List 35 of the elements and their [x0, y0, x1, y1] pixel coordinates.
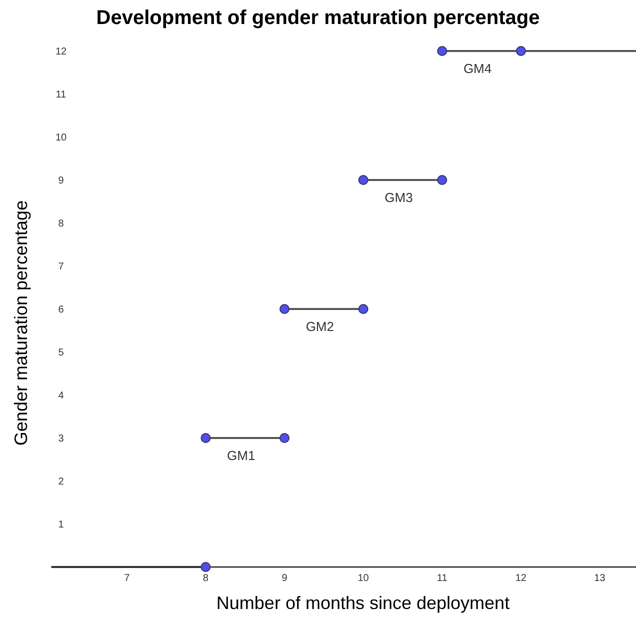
x-axis-title: Number of months since deployment: [216, 593, 510, 613]
point: [279, 433, 290, 443]
y-tick-label: 3: [58, 434, 64, 444]
point: [437, 175, 448, 185]
x-tick-label: 11: [436, 573, 448, 584]
y-tick-label: 2: [58, 476, 64, 488]
x-tick-label: 7: [124, 573, 130, 584]
x-tick-label: 10: [358, 573, 370, 584]
annotation: GM1: [227, 448, 256, 463]
y-tick-label: 4: [58, 390, 64, 402]
annotation: GM4: [463, 61, 492, 76]
y-tick-label: 5: [58, 348, 64, 358]
point: [279, 304, 290, 314]
point: [200, 433, 211, 443]
y-tick-label: 1: [58, 520, 64, 530]
y-tick-label: 8: [58, 218, 64, 230]
chart-title: Development of gender maturation percentage: [96, 7, 540, 29]
point: [358, 175, 368, 185]
point: [200, 562, 211, 572]
annotation: GM3: [384, 190, 413, 205]
y-tick-label: 12: [55, 46, 67, 58]
annotation: GM2: [306, 319, 334, 334]
x-tick-label: 9: [282, 573, 288, 584]
y-tick-label: 6: [58, 304, 64, 316]
y-tick-label: 9: [58, 176, 64, 186]
x-tick-label: 12: [515, 573, 527, 584]
y-tick-label: 11: [56, 90, 67, 100]
point: [516, 46, 526, 56]
point: [437, 46, 448, 56]
y-tick-label: 7: [58, 262, 64, 272]
x-tick-label: 13: [594, 573, 606, 584]
x-tick-label: 8: [202, 573, 209, 584]
y-tick-label: 10: [55, 132, 67, 144]
y-axis-title: Gender maturation percentage: [11, 200, 31, 446]
point: [358, 304, 368, 314]
